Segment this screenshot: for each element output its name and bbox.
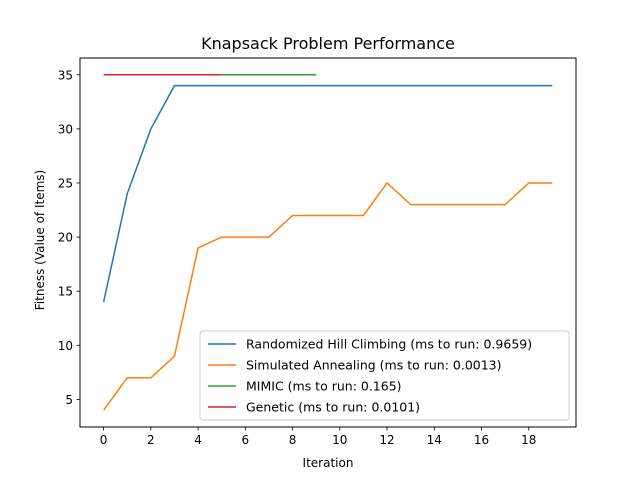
y-tick-label: 10	[58, 339, 73, 353]
legend-entry: MIMIC (ms to run: 0.165)	[246, 379, 402, 394]
chart-title: Knapsack Problem Performance	[201, 34, 455, 53]
legend-entry: Randomized Hill Climbing (ms to run: 0.9…	[246, 337, 532, 352]
y-tick-label: 25	[58, 176, 73, 190]
x-axis-label: Iteration	[303, 456, 354, 470]
x-tick-label: 12	[379, 433, 394, 447]
y-tick-label: 5	[65, 393, 73, 407]
x-tick-label: 16	[474, 433, 489, 447]
legend-box	[199, 330, 570, 421]
y-tick-label: 15	[58, 285, 73, 299]
x-axis-ticks: 0 2 4 6 8 10 12 14 16 18	[100, 427, 536, 447]
y-tick-label: 35	[58, 68, 73, 82]
legend-entry: Simulated Annealing (ms to run: 0.0013)	[246, 358, 502, 373]
y-tick-label: 30	[58, 122, 73, 136]
x-tick-label: 4	[194, 433, 202, 447]
legend-entry: Genetic (ms to run: 0.0101)	[246, 400, 420, 415]
x-tick-label: 10	[332, 433, 347, 447]
plot-frame	[79, 57, 577, 428]
x-tick-label: 0	[100, 433, 108, 447]
x-tick-label: 14	[427, 433, 442, 447]
x-tick-label: 18	[521, 433, 536, 447]
y-axis-label: Fitness (Value of Items)	[33, 170, 47, 310]
y-axis-ticks: 5 10 15 20 25 30 35	[58, 68, 80, 407]
x-tick-label: 2	[147, 433, 155, 447]
legend: Randomized Hill Climbing (ms to run: 0.9…	[199, 330, 570, 421]
x-tick-label: 6	[242, 433, 250, 447]
plot-lines	[102, 74, 553, 411]
series-line-0	[102, 84, 553, 303]
x-tick-label: 8	[289, 433, 297, 447]
series-line-1	[103, 182, 553, 411]
y-tick-label: 20	[58, 231, 73, 245]
